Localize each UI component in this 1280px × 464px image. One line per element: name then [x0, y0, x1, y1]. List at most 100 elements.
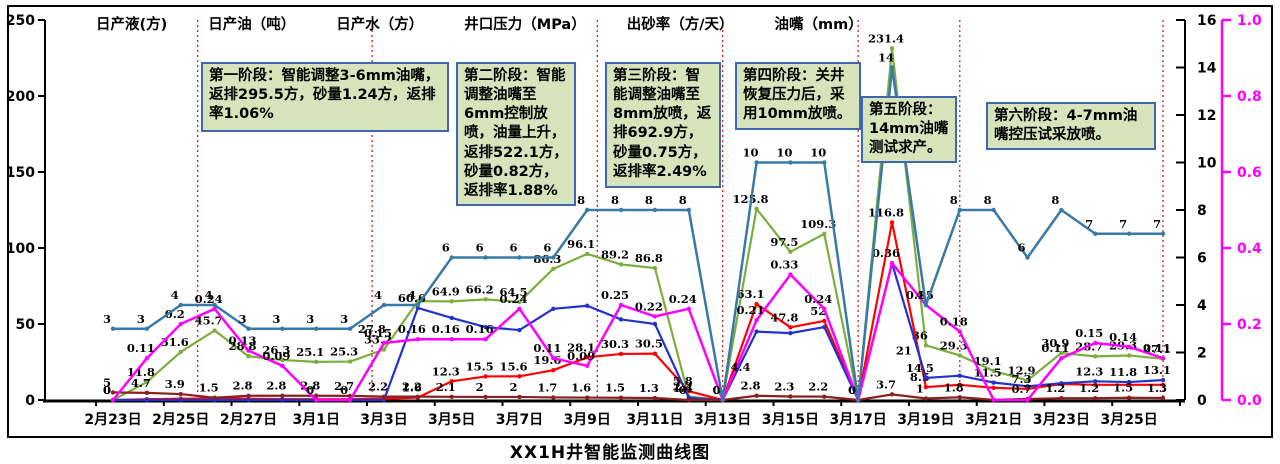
- data-point: [957, 382, 962, 387]
- data-point: [822, 318, 827, 324]
- chart-border: [7, 5, 1273, 438]
- data-label: 1.4: [673, 381, 693, 395]
- data-point: [178, 321, 183, 327]
- data-label: 0.24: [804, 292, 832, 306]
- data-label: 3: [272, 312, 280, 326]
- data-point: [381, 347, 387, 352]
- data-point: [991, 207, 996, 213]
- data-point: [652, 265, 658, 271]
- x-axis-label: 3月17日: [830, 412, 887, 428]
- data-point: [517, 299, 522, 305]
- data-point: [212, 395, 217, 400]
- data-label: 0.11: [127, 341, 155, 355]
- data-point: [754, 393, 759, 398]
- data-label: 28.1: [567, 340, 595, 354]
- data-label: 8: [1051, 193, 1059, 207]
- data-label: 12.3: [1075, 364, 1103, 378]
- data-point: [381, 302, 387, 308]
- data-point: [212, 306, 217, 311]
- data-point: [246, 354, 251, 359]
- data-point: [314, 359, 319, 365]
- data-point: [720, 397, 725, 403]
- data-point: [1059, 207, 1064, 213]
- series-line: [112, 391, 1164, 402]
- data-label: 0.7: [1012, 382, 1032, 396]
- data-point: [788, 325, 793, 330]
- data-point: [686, 207, 692, 213]
- x-axis-label: 2月25日: [152, 412, 209, 428]
- data-label: 0.24: [669, 292, 697, 306]
- data-label: 21: [896, 343, 912, 357]
- legend-item-sand-rate: 出砂率（方/天）: [597, 13, 734, 34]
- data-point: [754, 318, 759, 323]
- x-axis-label: 3月9日: [563, 412, 610, 428]
- data-point: [1126, 231, 1132, 236]
- data-point: [314, 326, 319, 331]
- data-point: [517, 255, 522, 260]
- data-label: 1.7: [537, 380, 557, 394]
- data-label: 0.11: [533, 341, 561, 355]
- data-label: 3.9: [165, 377, 185, 391]
- x-axis-label: 3月11日: [626, 412, 683, 428]
- data-label: 2.3: [774, 380, 794, 394]
- data-point: [144, 397, 150, 403]
- data-label: 0.21: [737, 303, 765, 317]
- data-point: [618, 351, 624, 357]
- data-point: [652, 207, 658, 213]
- data-point: [449, 255, 454, 260]
- data-point: [652, 321, 658, 327]
- data-point: [246, 393, 251, 398]
- data-point: [957, 329, 962, 334]
- data-point: [584, 303, 590, 308]
- data-label: 29.3: [940, 338, 968, 352]
- data-point: [551, 356, 556, 361]
- data-label: 30.3: [601, 337, 629, 351]
- data-point: [855, 397, 861, 403]
- data-point: [1160, 356, 1166, 361]
- data-label: 2.8: [232, 379, 252, 393]
- data-point: [618, 395, 624, 400]
- data-label: 1.5: [1113, 381, 1133, 395]
- data-point: [415, 394, 421, 399]
- data-point: [788, 249, 793, 254]
- choke-axis-tick-label: 12: [1197, 108, 1216, 124]
- data-point: [110, 397, 116, 403]
- data-point: [212, 302, 217, 308]
- data-label: 10: [743, 146, 759, 160]
- data-point: [517, 374, 522, 379]
- data-point: [991, 380, 996, 385]
- data-point: [618, 302, 624, 308]
- data-point: [618, 317, 624, 322]
- data-label: 0.25: [601, 288, 629, 302]
- data-label: 3: [340, 312, 348, 326]
- legend-label: 日产水（方）: [336, 17, 424, 33]
- data-label: 0.16: [398, 322, 426, 336]
- data-label: 89.2: [601, 247, 629, 261]
- x-axis-label: 2月23日: [84, 412, 141, 428]
- data-label: 1.8: [944, 380, 964, 394]
- data-point: [551, 395, 556, 400]
- data-label: 2: [476, 380, 484, 394]
- data-point: [991, 385, 996, 391]
- data-point: [889, 65, 895, 70]
- data-label: 0.13: [228, 334, 256, 348]
- data-point: [1160, 377, 1166, 383]
- data-point: [1160, 382, 1166, 387]
- data-point: [144, 326, 150, 331]
- data-point: [686, 388, 692, 394]
- data-label: 0.11: [1041, 341, 1069, 355]
- sand-axis-tick-label: 0.6: [1237, 165, 1262, 181]
- data-label: 26.3: [262, 343, 290, 357]
- chart-legend: 日产液(方) 日产油（吨） 日产水（方） 井口压力（MPa） 出砂率（方/天） …: [66, 13, 863, 34]
- data-label: 7: [1119, 217, 1127, 231]
- choke-axis-tick-label: 2: [1197, 346, 1207, 362]
- data-label: 1.6: [402, 381, 422, 395]
- data-label: 64.5: [499, 285, 527, 299]
- data-point: [178, 397, 183, 403]
- data-label: 1.2: [1045, 381, 1065, 395]
- data-point: [347, 397, 353, 403]
- x-axis-label: 3月23日: [1033, 412, 1090, 428]
- choke-axis-tick-label: 0: [1197, 393, 1207, 409]
